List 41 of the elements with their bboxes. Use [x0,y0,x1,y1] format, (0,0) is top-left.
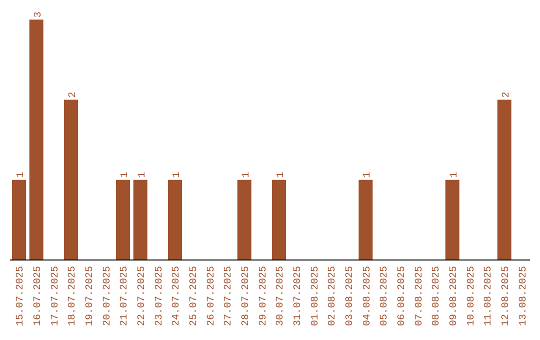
x-tick-label: 17.07.2025 [50,266,62,326]
x-tick-label: 10.08.2025 [466,266,478,326]
x-tick-label: 29.07.2025 [258,266,270,326]
data-label: 2 [501,92,512,98]
x-tick-label: 27.07.2025 [224,266,235,326]
x-tick-label: 26.07.2025 [206,266,218,326]
data-label: 1 [362,172,374,178]
x-tick-label: 13.08.2025 [518,266,530,326]
data-label: 1 [241,172,252,178]
data-label: 3 [33,12,44,18]
data-label: 1 [137,172,148,178]
data-label: 1 [276,172,287,178]
x-tick-label: 09.08.2025 [449,266,460,326]
x-tick-label: 12.08.2025 [501,266,512,326]
x-tick-label: 19.07.2025 [85,266,96,326]
x-tick-label: 02.08.2025 [328,266,339,326]
data-label: 2 [68,92,79,98]
x-tick-label: 24.07.2025 [172,266,183,326]
data-label: 1 [16,172,27,178]
x-tick-label: 31.07.2025 [293,266,304,326]
x-tick-label: 08.08.2025 [432,266,443,326]
data-label: 1 [172,172,183,178]
x-tick-label: 16.07.2025 [33,266,44,326]
x-tick-label: 01.08.2025 [310,266,322,326]
x-tick-label: 11.08.2025 [484,266,495,326]
data-label: 1 [449,172,460,178]
x-tick-label: 25.07.2025 [189,266,200,326]
x-tick-label: 18.07.2025 [68,266,79,326]
x-tick-label: 28.07.2025 [241,266,252,326]
x-tick-label: 20.07.2025 [102,266,114,326]
data-label: 1 [120,172,131,178]
x-tick-label: 15.07.2025 [16,266,27,326]
x-tick-label: 07.08.2025 [414,266,426,326]
x-tick-label: 06.08.2025 [397,266,408,326]
x-tick-label: 03.08.2025 [345,266,356,326]
x-tick-label: 04.08.2025 [362,266,374,326]
x-tick-label: 23.07.2025 [154,266,166,326]
x-tick-label: 22.07.2025 [137,266,148,326]
x-tick-label: 30.07.2025 [276,266,287,326]
x-tick-label: 21.07.2025 [120,266,131,326]
x-tick-label: 05.08.2025 [380,266,391,326]
